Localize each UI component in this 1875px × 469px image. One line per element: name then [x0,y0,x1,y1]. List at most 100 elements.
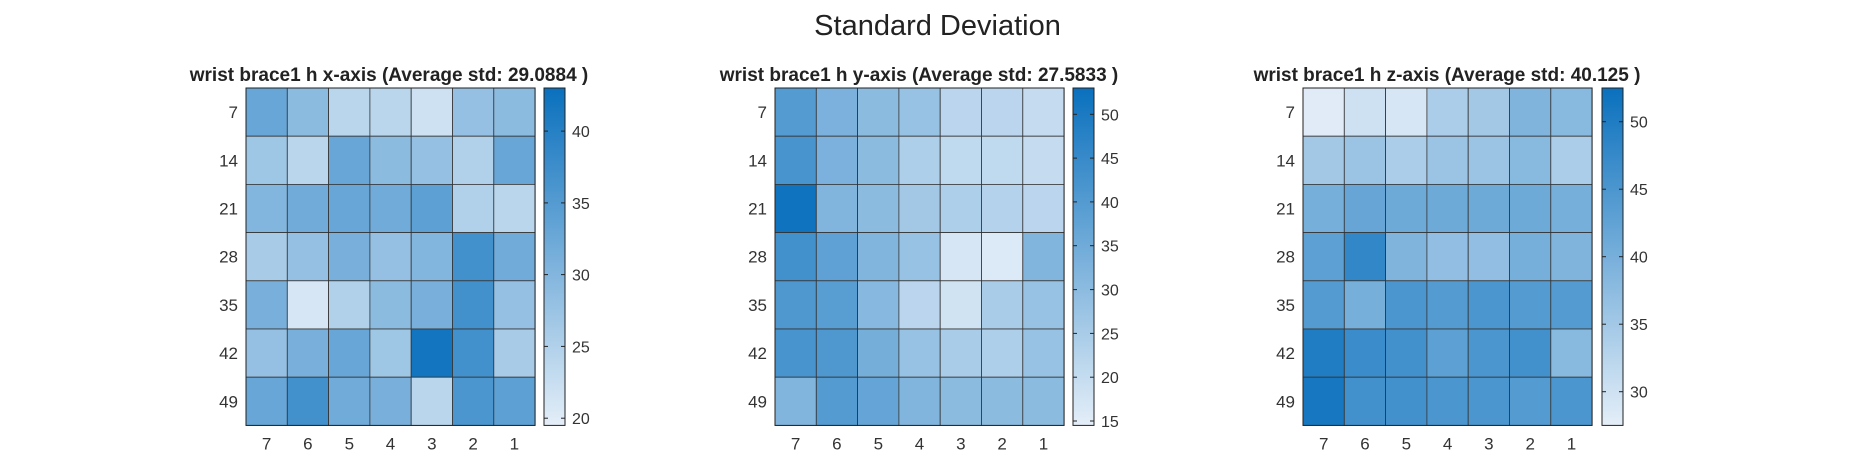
y-tick-label: 28 [219,248,238,267]
heatmap-cell [1302,328,1345,378]
heatmap-cell [898,232,941,282]
y-tick-label: 7 [758,103,767,122]
x-tick-label: 6 [1360,434,1369,453]
heatmap-cell [981,232,1024,282]
heatmap-cell [1343,135,1387,185]
heatmap-cell [898,376,941,426]
colorbar-tick-label: 40 [572,124,590,141]
heatmap-cell [1022,328,1065,378]
heatmap-cell [1302,232,1345,282]
colorbar [1072,87,1095,426]
heatmap-cell [410,87,453,137]
heatmap-cell [774,376,817,426]
y-tick-label: 35 [748,296,767,315]
heatmap-cell [1550,376,1593,426]
x-tick-label: 3 [1484,434,1493,453]
colorbar-tick-label: 40 [1101,195,1119,212]
heatmap-cell [1385,280,1428,330]
heatmap-cell [1467,328,1510,378]
x-tick-label: 6 [832,434,841,453]
heatmap-cell [1385,328,1428,378]
x-tick-label: 1 [1039,434,1048,453]
heatmap-cell [452,328,495,378]
x-tick-label: 3 [956,434,965,453]
heatmap-cell [493,328,536,378]
colorbar-tick-label: 35 [1630,317,1648,334]
y-tick-label: 49 [1276,392,1295,411]
heatmap-cell [328,135,371,185]
heatmap-cell [774,87,817,137]
heatmap-cell [410,183,453,233]
heatmap-cell [1509,376,1552,426]
heatmap-cell [245,232,288,282]
heatmap-cell [774,135,817,185]
heatmap-cell [1022,232,1065,282]
figure-title: Standard Deviation [814,10,1061,42]
heatmap-cell [1509,87,1552,137]
chart-title: wrist brace1 h x-axis (Average std: 29.0… [189,65,589,86]
heatmap-cell [1343,328,1387,378]
plot-frame [1302,87,1593,426]
heatmap-cell [857,135,900,185]
heatmap-cell [1343,183,1387,233]
heatmap-cell [898,183,941,233]
heatmap-cell [410,376,453,426]
heatmap-cell [1550,280,1593,330]
heatmap-cell [1550,183,1593,233]
x-tick-label: 5 [874,434,883,453]
heatmap-cell [1426,135,1469,185]
heatmap-cell [1022,376,1065,426]
heatmap-cell [369,280,412,330]
y-tick-label: 28 [1276,248,1295,267]
heatmap-cell [1022,280,1065,330]
heatmap-cell [1302,376,1345,426]
heatmap-cell [815,232,858,282]
heatmap-cell [1426,280,1469,330]
y-tick-label: 49 [748,392,767,411]
heatmap-cell [1509,183,1552,233]
heatmap-cell [493,232,536,282]
x-tick-label: 2 [468,434,477,453]
chart-title: wrist brace1 h y-axis (Average std: 27.5… [719,65,1119,86]
heatmap-cell [774,232,817,282]
heatmap-cell [1302,135,1345,185]
colorbar-tick-label: 25 [1101,326,1119,343]
heatmap-cell [981,183,1024,233]
heatmap-cell [328,280,371,330]
heatmap-cell [286,328,329,378]
heatmap-cell [369,87,412,137]
heatmap-cell [1467,183,1510,233]
x-tick-label: 4 [1443,434,1452,453]
y-tick-label: 35 [219,296,238,315]
y-tick-label: 7 [1286,103,1295,122]
heatmap-cell [815,376,858,426]
y-tick-label: 35 [1276,296,1295,315]
heatmap-cell [1509,135,1552,185]
chart-title: wrist brace1 h z-axis (Average std: 40.1… [1253,65,1641,86]
heatmap-cell [774,183,817,233]
heatmap-cell [452,135,495,185]
heatmap-cell [328,232,371,282]
heatmap-cell [286,232,329,282]
heatmap-cell [1343,232,1387,282]
heatmap-cell [939,87,982,137]
heatmap-cell [857,183,900,233]
heatmap-cell [981,87,1024,137]
heatmap-cell [452,376,495,426]
colorbar-tick-label: 50 [1630,115,1648,132]
heatmap-cell [286,280,329,330]
heatmap-cell [1343,376,1387,426]
y-tick-label: 28 [748,248,767,267]
x-tick-label: 1 [1567,434,1576,453]
heatmap-cell [493,87,536,137]
heatmap-cell [286,376,329,426]
heatmap-cell [857,87,900,137]
heatmap-cell [1550,135,1593,185]
heatmap-cell [1022,87,1065,137]
heatmap-cell [245,280,288,330]
colorbar-tick-label: 30 [1101,283,1119,300]
heatmap-cell [245,135,288,185]
y-tick-label: 21 [748,200,767,219]
heatmap-cell [857,232,900,282]
